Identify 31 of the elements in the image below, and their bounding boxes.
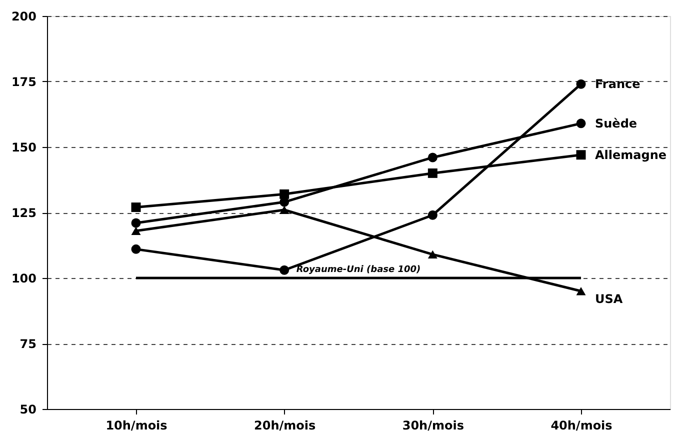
series-label: Suède (595, 116, 638, 130)
point (428, 152, 438, 162)
point (576, 286, 586, 296)
series-label: USA (595, 292, 624, 306)
point (576, 150, 586, 160)
x-tick-label: 10h/mois (106, 418, 168, 432)
x-tick-label: 20h/mois (254, 418, 316, 432)
point (428, 210, 438, 220)
point (131, 244, 141, 254)
point (428, 250, 438, 259)
point (280, 189, 290, 199)
y-tick-label: 100 (11, 272, 36, 286)
point (131, 218, 141, 228)
point (280, 265, 290, 275)
y-tick-label: 175 (11, 75, 36, 89)
point (131, 226, 141, 235)
y-tick-label: 75 (20, 337, 36, 351)
series-label: Allemagne (595, 148, 667, 162)
series-label: France (595, 77, 640, 92)
point (576, 79, 586, 89)
x-tick-label: 40h/mois (550, 418, 612, 432)
point (131, 202, 141, 212)
y-tick-label: 200 (11, 10, 36, 24)
x-tick-label: 30h/mois (402, 418, 464, 432)
point (280, 206, 290, 214)
y-tick-label: 125 (11, 206, 36, 220)
point (576, 118, 586, 128)
y-tick-label: 150 (11, 140, 36, 154)
series-label: Royaume-Uni (base 100) (296, 265, 421, 275)
point (428, 168, 438, 178)
y-tick-label: 50 (20, 402, 36, 416)
